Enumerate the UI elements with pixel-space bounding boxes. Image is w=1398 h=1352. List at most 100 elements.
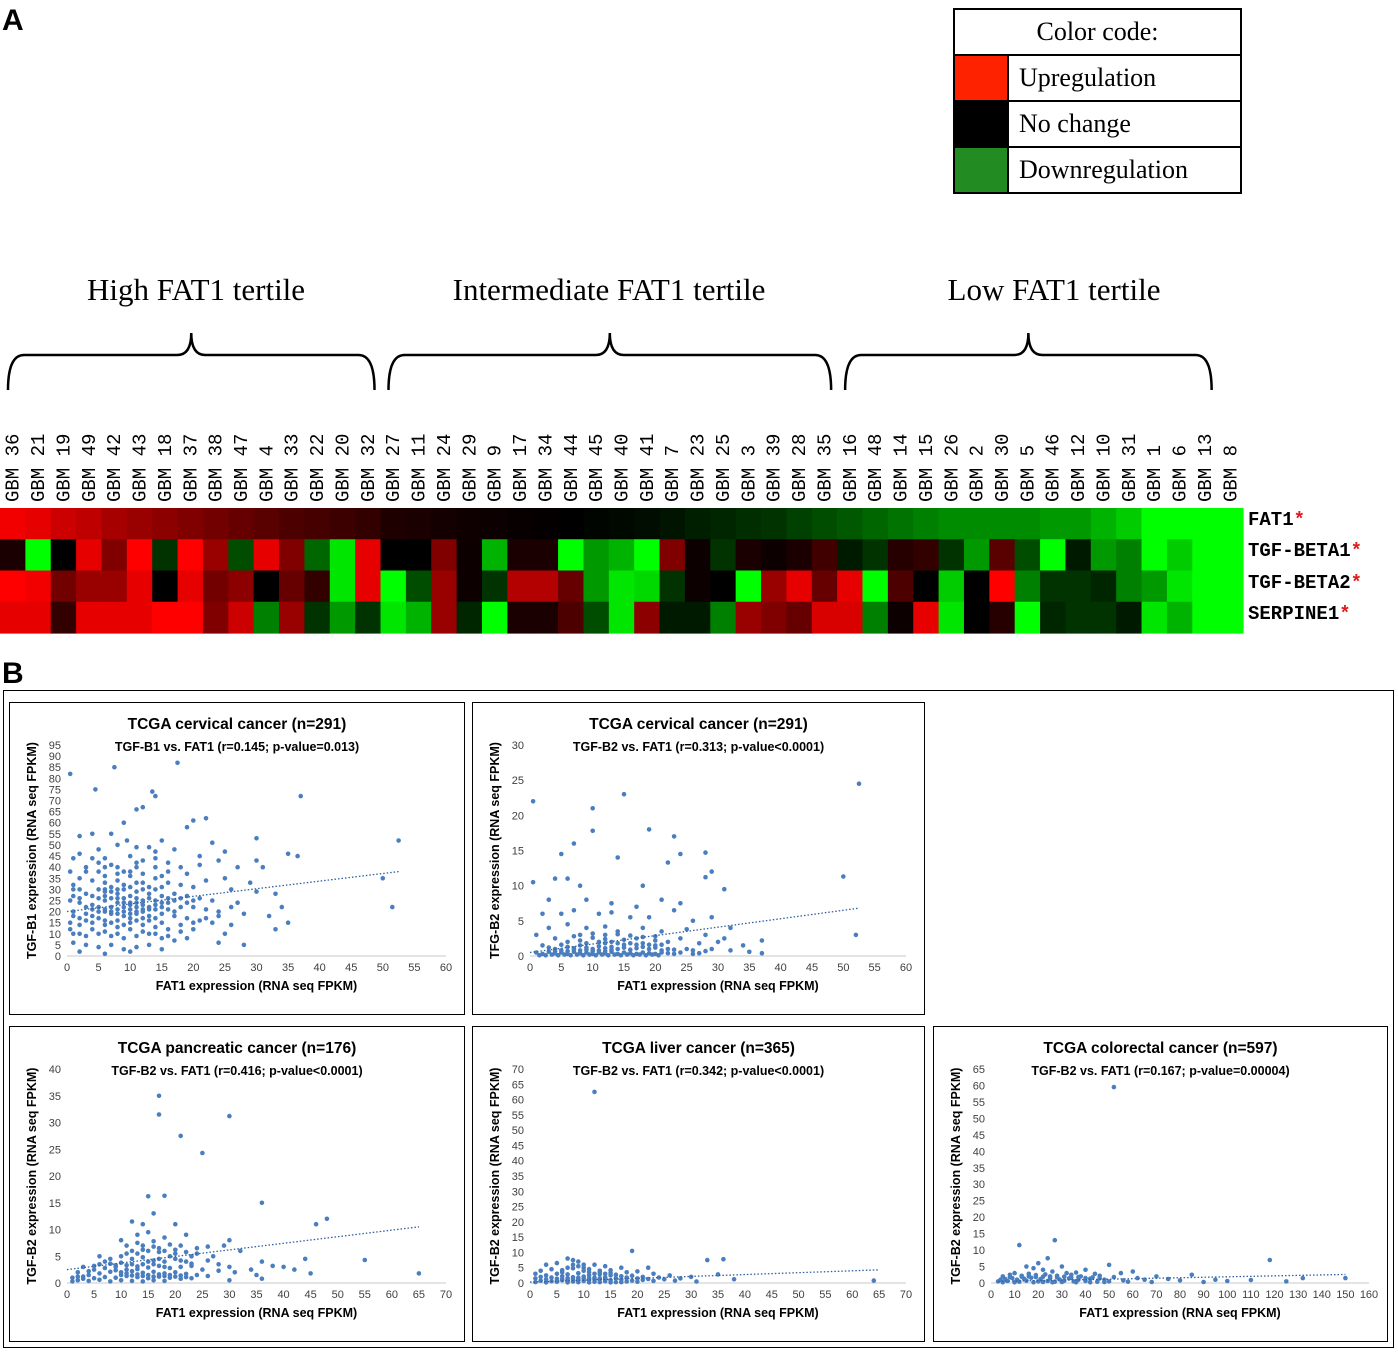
data-point (83, 891, 89, 897)
data-point (1083, 1275, 1088, 1281)
heatmap-cells (0, 508, 1244, 634)
data-point (172, 898, 177, 903)
data-point (1005, 1278, 1010, 1284)
data-point (615, 931, 620, 937)
data-point (1059, 1264, 1065, 1269)
data-point (197, 853, 202, 859)
data-point (266, 913, 272, 919)
data-point (621, 942, 627, 947)
data-point (416, 1271, 422, 1276)
data-point (1024, 1264, 1029, 1269)
x-axis-label: FAT1 expression (RNA seq FPKM) (156, 979, 357, 993)
heatmap-cell (126, 570, 153, 603)
tertile-brace (387, 332, 833, 391)
data-point (124, 1251, 129, 1256)
heatmap-cell (431, 508, 458, 540)
data-point (651, 1271, 656, 1277)
x-tick-label: 10 (1009, 1289, 1021, 1301)
data-point (228, 922, 234, 928)
data-point (97, 1254, 102, 1259)
scatter-svg: TCGA liver cancer (n=365) TGF-B2 vs. FAT1… (488, 1040, 912, 1320)
heatmap-cell (1192, 508, 1219, 540)
data-point (1097, 1276, 1102, 1281)
gene-name: SERPINE1 (1248, 603, 1340, 625)
heatmap-cell (1090, 570, 1117, 603)
data-point (205, 1258, 211, 1263)
data-point (546, 897, 552, 902)
heatmap-cell (0, 570, 26, 603)
data-point (90, 856, 95, 861)
data-point (167, 1242, 173, 1247)
data-point (153, 864, 158, 870)
y-tick-label: 10 (49, 1225, 61, 1237)
data-point (91, 1267, 97, 1272)
data-point (597, 1279, 603, 1285)
sample-label: GBM 7 (662, 445, 684, 502)
data-point (67, 927, 73, 932)
data-point (140, 915, 146, 921)
data-point (593, 953, 599, 958)
data-point (238, 1248, 243, 1254)
data-point (140, 1262, 146, 1267)
data-point (146, 891, 152, 897)
heatmap-cell (1090, 601, 1117, 634)
legend-label-up: Upregulation (1007, 54, 1242, 102)
x-tick-label: 0 (527, 1289, 533, 1301)
tertile-brace (6, 332, 376, 391)
data-point (83, 933, 89, 939)
x-tick-label: 20 (649, 962, 661, 974)
heatmap-cell (456, 570, 483, 603)
data-point (203, 878, 209, 883)
data-point (621, 791, 627, 797)
heatmap-cell (202, 508, 229, 540)
data-point (694, 1279, 699, 1284)
data-point (602, 936, 608, 942)
x-tick-label: 5 (554, 1289, 560, 1301)
data-point (127, 893, 133, 899)
data-point (568, 953, 573, 958)
data-point (178, 1258, 183, 1263)
data-point (140, 922, 146, 928)
data-point (584, 947, 589, 952)
y-axis-label: TGF-B1 expression (RNA seq FPKM) (25, 742, 39, 959)
data-point (646, 942, 652, 947)
data-point (178, 904, 183, 910)
x-tick-label: 55 (408, 962, 420, 974)
data-point (609, 910, 614, 915)
sample-label: GBM 34 (535, 434, 557, 502)
heatmap-cell (786, 601, 813, 634)
data-point (140, 871, 146, 877)
data-point (121, 887, 127, 892)
data-point (1012, 1270, 1017, 1276)
data-point (241, 911, 247, 917)
y-tick-label: 65 (512, 1079, 524, 1091)
data-point (153, 915, 158, 921)
heatmap-cell (811, 601, 838, 634)
heatmap-cell (583, 539, 610, 572)
data-point (108, 1279, 113, 1284)
heatmap-cell (304, 539, 331, 572)
data-point (653, 943, 658, 948)
data-point (102, 880, 108, 885)
heatmap-cell (228, 570, 255, 603)
x-tick-label: 70 (900, 1289, 912, 1301)
data-point (129, 1273, 135, 1278)
data-point (602, 932, 608, 938)
data-point (690, 951, 696, 957)
heatmap-cell (811, 508, 838, 540)
chart-title: TCGA pancreatic cancer (n=176) (118, 1040, 356, 1057)
heatmap-cell (329, 508, 356, 540)
y-tick-label: 50 (49, 840, 61, 852)
y-tick-label: 35 (49, 873, 61, 885)
scatter-cervical-tgfb1: TCGA cervical cancer (n=291) TGF-B1 vs. F… (9, 702, 465, 1015)
y-axis-label: TGF-B2 expression (RNA seq FPKM) (25, 1068, 39, 1285)
y-tick-label: 25 (49, 1144, 61, 1156)
data-point (140, 902, 146, 908)
x-tick-label: 45 (766, 1289, 778, 1301)
heatmap-cell (1116, 508, 1143, 540)
data-point (115, 864, 120, 870)
data-point (1111, 1274, 1117, 1280)
data-point (159, 904, 165, 910)
data-point (628, 933, 633, 938)
heatmap-cell (25, 539, 52, 572)
